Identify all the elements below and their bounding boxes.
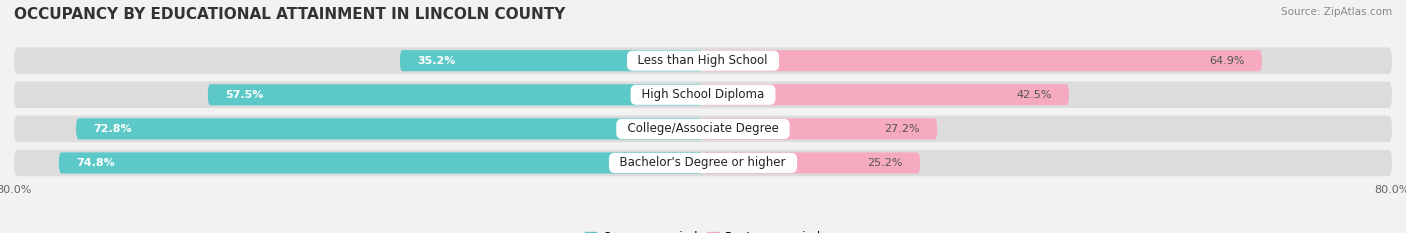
FancyBboxPatch shape (14, 116, 1392, 142)
Text: College/Associate Degree: College/Associate Degree (620, 122, 786, 135)
FancyBboxPatch shape (14, 47, 1392, 74)
Text: 72.8%: 72.8% (93, 124, 132, 134)
Legend: Owner-occupied, Renter-occupied: Owner-occupied, Renter-occupied (579, 226, 827, 233)
FancyBboxPatch shape (703, 152, 920, 174)
FancyBboxPatch shape (14, 150, 1392, 176)
Text: 42.5%: 42.5% (1017, 90, 1052, 100)
FancyBboxPatch shape (703, 84, 1069, 105)
FancyBboxPatch shape (59, 152, 703, 174)
FancyBboxPatch shape (703, 50, 1263, 71)
Text: 74.8%: 74.8% (76, 158, 115, 168)
Text: 57.5%: 57.5% (225, 90, 263, 100)
Text: OCCUPANCY BY EDUCATIONAL ATTAINMENT IN LINCOLN COUNTY: OCCUPANCY BY EDUCATIONAL ATTAINMENT IN L… (14, 7, 565, 22)
FancyBboxPatch shape (208, 84, 703, 105)
Text: Less than High School: Less than High School (630, 54, 776, 67)
FancyBboxPatch shape (399, 50, 703, 71)
FancyBboxPatch shape (14, 82, 1392, 108)
Text: 25.2%: 25.2% (868, 158, 903, 168)
Text: High School Diploma: High School Diploma (634, 88, 772, 101)
Text: Bachelor's Degree or higher: Bachelor's Degree or higher (613, 157, 793, 169)
Text: 64.9%: 64.9% (1209, 56, 1244, 66)
FancyBboxPatch shape (76, 118, 703, 140)
Text: 35.2%: 35.2% (418, 56, 456, 66)
Text: Source: ZipAtlas.com: Source: ZipAtlas.com (1281, 7, 1392, 17)
Text: 27.2%: 27.2% (884, 124, 920, 134)
FancyBboxPatch shape (703, 118, 938, 140)
